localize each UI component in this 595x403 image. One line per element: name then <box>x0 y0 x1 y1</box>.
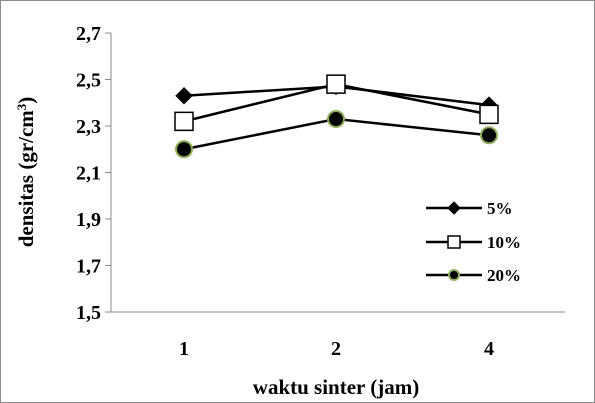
square-marker <box>174 111 194 132</box>
legend-item: 5% <box>426 199 513 218</box>
x-tick-label: 2 <box>331 338 341 360</box>
legend-label: 10% <box>487 233 521 252</box>
square-marker <box>479 104 499 125</box>
series-2 <box>174 74 499 132</box>
series-group <box>174 74 499 159</box>
diamond-marker <box>175 87 193 105</box>
legend-label: 20% <box>487 266 521 285</box>
y-tick-label: 1,7 <box>76 256 101 278</box>
legend-item: 10% <box>426 233 521 252</box>
legend-label: 5% <box>487 199 513 218</box>
diamond-marker <box>447 201 461 215</box>
circle-marker <box>480 126 498 145</box>
y-tick-label: 2,5 <box>76 70 101 92</box>
y-tick-label: 1,9 <box>76 209 101 231</box>
square-marker <box>326 74 346 94</box>
legend: 5% 10% 20% <box>426 199 521 285</box>
x-tick-labels: 1 2 4 <box>179 338 494 360</box>
x-tick-label: 4 <box>484 338 494 360</box>
series-3 <box>175 110 498 159</box>
y-tick-label: 2,7 <box>76 23 101 45</box>
y-tick-label: 1,5 <box>76 302 101 324</box>
circle-marker <box>327 110 345 129</box>
x-axis-label: waktu sinter (jam) <box>253 375 419 399</box>
y-axis-label-sup: 3 <box>14 103 29 110</box>
circle-marker <box>175 140 193 159</box>
legend-item: 20% <box>426 266 521 285</box>
y-axis-label-close: ) <box>14 97 38 104</box>
x-tick-label: 1 <box>179 338 189 360</box>
circle-marker <box>448 269 460 281</box>
y-axis-label: densitas (gr/cm3) <box>14 97 38 248</box>
axes <box>105 32 565 313</box>
square-marker <box>447 235 461 249</box>
y-tick-label: 2,1 <box>76 163 101 185</box>
y-axis-label-main: densitas (gr/cm <box>14 110 38 248</box>
y-tick-label: 2,3 <box>76 116 101 138</box>
y-tick-labels: 1,5 1,7 1,9 2,1 2,3 2,5 2,7 <box>76 23 101 324</box>
